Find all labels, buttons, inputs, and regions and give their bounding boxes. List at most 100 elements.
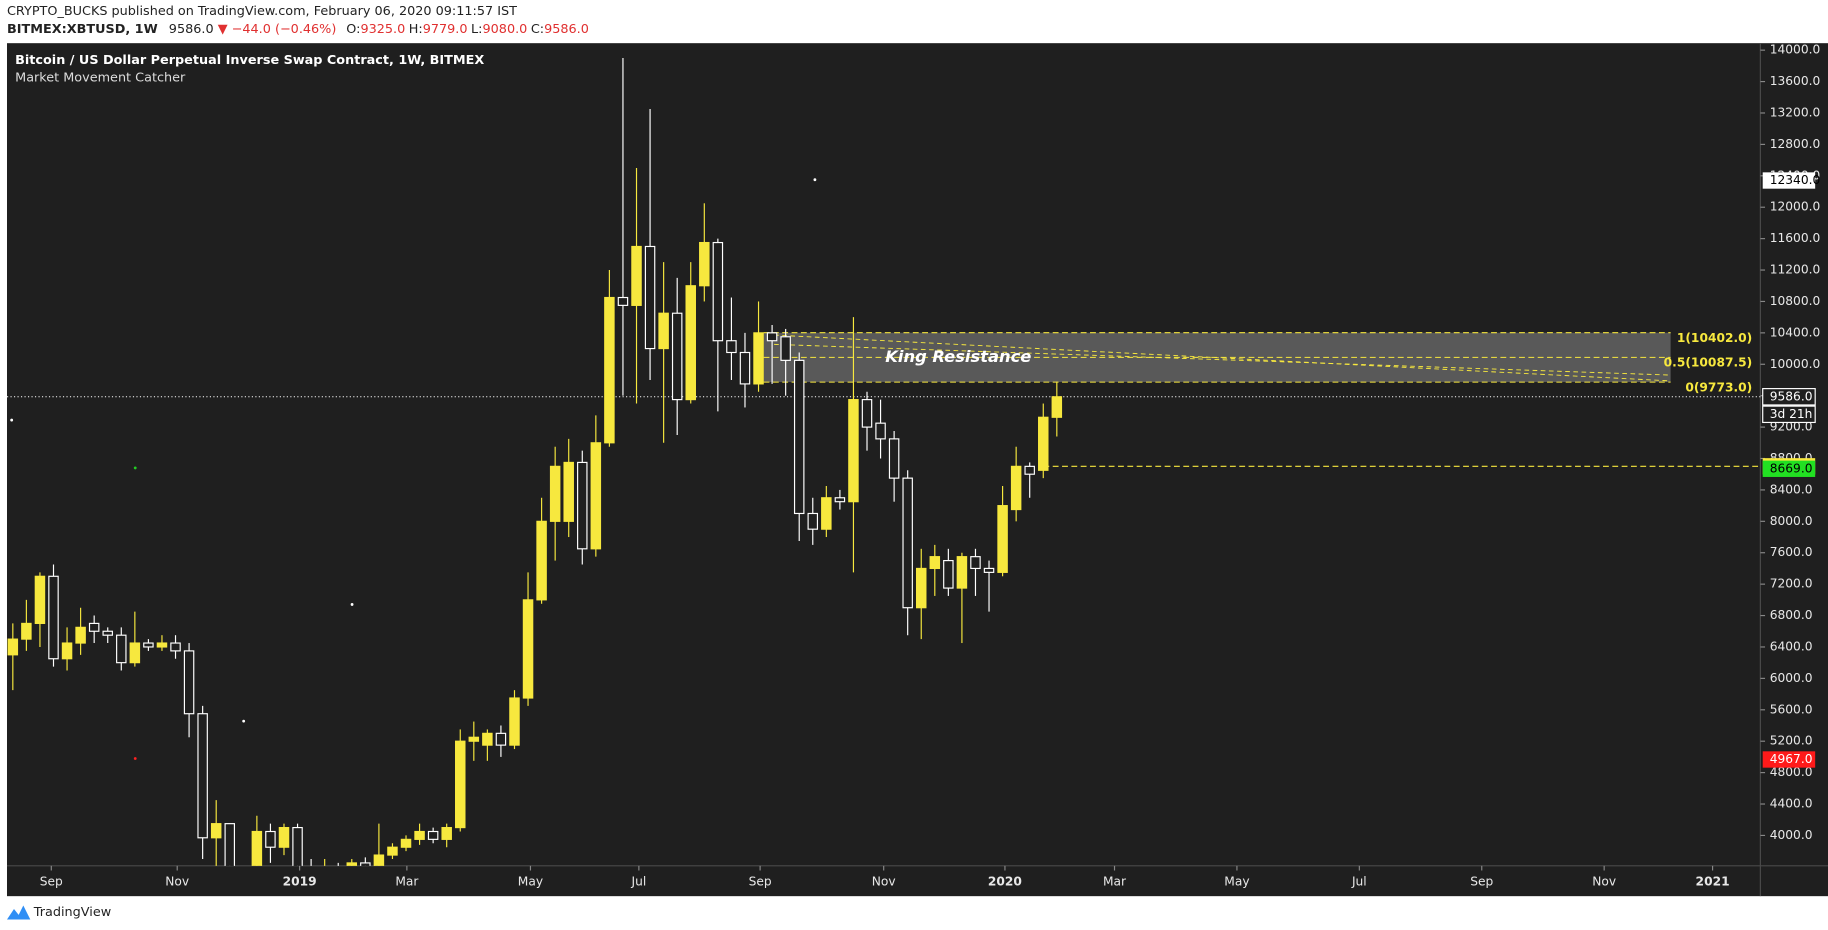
y-tick-label: 9200.0 <box>1770 420 1813 434</box>
candle-body <box>753 332 764 385</box>
symbol: BITMEX:XBTUSD, 1W <box>7 22 158 37</box>
candle-body <box>387 846 398 856</box>
candle-body <box>400 838 412 848</box>
ohlc-label: C: <box>531 22 544 37</box>
candle-body <box>671 312 683 401</box>
candle-body <box>468 736 480 742</box>
candle-body <box>685 285 696 401</box>
candle-body <box>360 862 371 866</box>
candle-body <box>522 599 534 699</box>
candle-body <box>1051 396 1063 418</box>
ohlc-label: L: <box>471 22 482 37</box>
candle-body <box>427 830 439 840</box>
logo-icon <box>6 905 31 920</box>
candle-body <box>956 556 968 589</box>
trend-line <box>774 343 1671 376</box>
marker-dot <box>133 466 137 470</box>
y-tick-label: 8400.0 <box>1770 482 1813 496</box>
candle-body <box>997 505 1008 573</box>
publisher-line: CRYPTO_BUCKS published on TradingView.co… <box>7 4 517 19</box>
candle-body <box>888 438 900 479</box>
candle-body <box>116 634 127 664</box>
y-tick-label: 13200.0 <box>1770 105 1821 119</box>
price-marker-label: 9586.0 <box>1770 389 1813 403</box>
candle-body <box>414 830 425 840</box>
candle-body <box>251 830 263 866</box>
marker-dot <box>350 603 354 606</box>
candle-body <box>970 556 981 570</box>
fib-label: 1(10402.0) <box>1677 331 1752 345</box>
axes: 4000.0 4400.0 4800.0 5200.0 5600.0 6000.0 6400… <box>40 43 1821 889</box>
fib-label: 0(9773.0) <box>1685 380 1752 394</box>
candle-body <box>983 567 995 573</box>
candle-body <box>739 351 751 385</box>
candle-body <box>346 862 358 866</box>
trend-line <box>774 334 1671 382</box>
x-tick-label: Nov <box>872 875 896 889</box>
marker-dot <box>813 178 817 182</box>
x-tick-label: May <box>1224 875 1249 889</box>
ohlc-label: H: <box>409 22 423 37</box>
marker-dot <box>10 418 14 422</box>
x-tick-label: Jul <box>1351 875 1367 889</box>
candle-body <box>726 340 737 354</box>
candle-body <box>1038 416 1049 471</box>
candle-body <box>7 638 19 656</box>
y-tick-label: 5600.0 <box>1770 702 1813 716</box>
candle-body <box>915 567 927 609</box>
ohlc-label: O: <box>346 22 360 37</box>
candle-body <box>183 650 195 715</box>
candle-body <box>129 642 141 664</box>
fib-label: 0.5(10087.5) <box>1664 356 1753 370</box>
y-tick-label: 6800.0 <box>1770 608 1813 622</box>
y-tick-label: 11600.0 <box>1770 231 1821 245</box>
x-tick-label: Sep <box>1470 875 1493 889</box>
y-tick-label: 4400.0 <box>1770 797 1813 811</box>
candle-body <box>224 823 236 866</box>
candle-body <box>170 642 181 652</box>
y-tick-label: 11200.0 <box>1770 263 1821 277</box>
candle-body <box>34 575 46 624</box>
candle-body <box>821 497 832 530</box>
candle-body <box>699 241 710 287</box>
y-tick-label: 10400.0 <box>1770 325 1821 339</box>
candle-body <box>210 823 222 839</box>
countdown: 3d 21h <box>1770 407 1813 421</box>
x-tick-label: Sep <box>40 875 63 889</box>
candle-body <box>1010 465 1022 511</box>
x-tick-label: Nov <box>1592 875 1616 889</box>
y-tick-label: 4800.0 <box>1770 765 1813 779</box>
x-tick-label: May <box>518 875 543 889</box>
candle-body <box>902 477 913 609</box>
candle-body <box>766 332 778 342</box>
candle-body <box>441 826 452 840</box>
zone-label: King Resistance <box>885 347 1031 366</box>
candle-body <box>834 497 846 503</box>
candle-body <box>712 241 724 342</box>
axis-marker <box>1762 460 1816 477</box>
symbol-line: BITMEX:XBTUSD, 1W 9586.0 ▼ −44.0 (−0.46%… <box>7 22 589 37</box>
candle-body <box>143 642 154 648</box>
candle-body <box>658 312 669 350</box>
candle-body <box>780 336 791 361</box>
y-tick-label: 5200.0 <box>1770 734 1813 748</box>
candle-body <box>197 713 208 839</box>
y-tick-label: 12000.0 <box>1770 200 1821 214</box>
plot: 1(10402.0) 0.5(10087.5) 0(9773.0) King Resi… <box>6 58 1761 866</box>
candle-body <box>1024 465 1035 475</box>
candle-body <box>549 465 561 522</box>
axis-marker <box>1762 172 1816 189</box>
x-tick-label: Mar <box>395 875 419 889</box>
candle-body <box>631 245 642 306</box>
candle-body <box>102 630 113 636</box>
y-tick-label: 12800.0 <box>1770 137 1821 151</box>
x-tick-label: 2019 <box>283 875 317 889</box>
y-tick-label: 6400.0 <box>1770 639 1813 653</box>
candle-body <box>265 830 276 848</box>
y-tick-label: 7600.0 <box>1770 545 1813 559</box>
candle-body <box>875 422 886 440</box>
logo <box>6 905 31 920</box>
candle-body <box>617 296 629 306</box>
